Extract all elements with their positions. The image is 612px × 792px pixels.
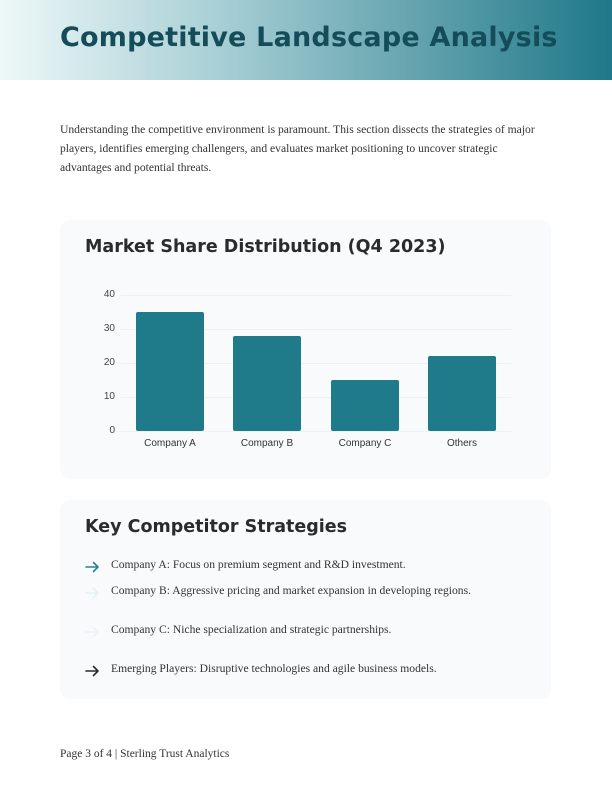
intro-paragraph: Understanding the competitive environmen… xyxy=(60,123,535,174)
list-item: Company A: Focus on premium segment and … xyxy=(85,558,545,578)
gridline xyxy=(121,329,511,330)
arrow-right-icon xyxy=(85,584,103,600)
gridline xyxy=(121,363,511,364)
y-tick-40: 40 xyxy=(103,289,115,300)
y-tick-30: 30 xyxy=(103,323,115,334)
chart-title: Market Share Distribution (Q4 2023) xyxy=(85,237,446,257)
strategy-text: Company B: Aggressive pricing and market… xyxy=(111,584,471,597)
bar-company-b xyxy=(233,335,301,431)
strategy-text: Emerging Players: Disruptive technologie… xyxy=(111,662,437,675)
list-item: Emerging Players: Disruptive technologie… xyxy=(85,662,545,682)
y-tick-10: 10 xyxy=(103,391,115,402)
x-label-company-a: Company A xyxy=(144,438,196,449)
page-footer: Page 3 of 4 | Sterling Trust Analytics xyxy=(60,748,230,760)
y-tick-20: 20 xyxy=(103,357,115,368)
gridline xyxy=(121,431,511,432)
gridline xyxy=(121,397,511,398)
x-label-company-c: Company C xyxy=(338,438,392,449)
gridline xyxy=(121,295,511,296)
strategies-title: Key Competitor Strategies xyxy=(85,517,348,537)
list-item: Company B: Aggressive pricing and market… xyxy=(85,584,545,604)
bar-company-a xyxy=(136,312,204,431)
x-label-others: Others xyxy=(446,438,477,449)
page-header: Competitive Landscape Analysis xyxy=(0,0,612,80)
arrow-right-icon xyxy=(85,623,103,639)
strategy-text: Company C: Niche specialization and stra… xyxy=(111,623,392,636)
page-title: Competitive Landscape Analysis xyxy=(60,22,558,53)
list-item: Company C: Niche specialization and stra… xyxy=(85,623,545,643)
bar-chart: 40 30 20 10 0 Company A Company B Compan… xyxy=(60,220,551,479)
arrow-right-icon xyxy=(85,662,103,678)
bar-company-c xyxy=(331,380,399,431)
arrow-right-icon xyxy=(85,558,103,574)
strategies-card: Key Competitor Strategies Company A: Foc… xyxy=(60,500,551,699)
market-share-card: Market Share Distribution (Q4 2023) 40 3… xyxy=(60,220,551,479)
bar-others xyxy=(428,356,496,431)
y-tick-0: 0 xyxy=(109,425,115,436)
x-label-company-b: Company B xyxy=(240,438,294,449)
strategy-text: Company A: Focus on premium segment and … xyxy=(111,558,406,571)
